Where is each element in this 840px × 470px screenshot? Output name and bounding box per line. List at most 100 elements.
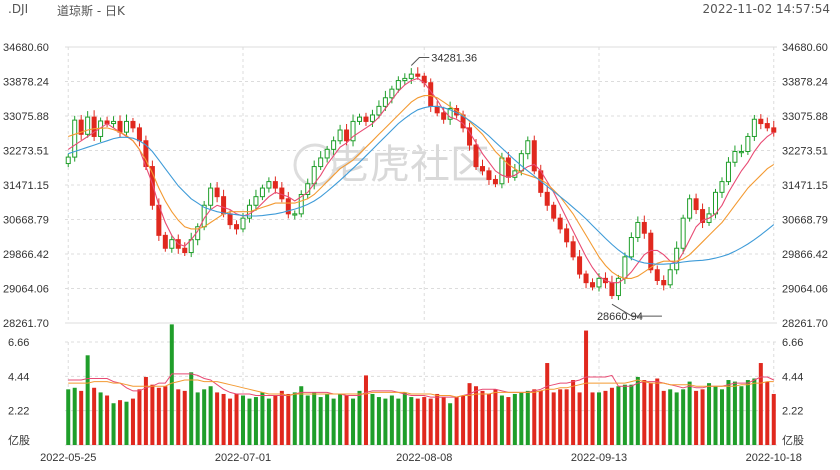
high-callout-line — [410, 57, 430, 66]
candle-down — [577, 256, 583, 275]
candle-down — [149, 166, 155, 206]
volume-bar — [474, 386, 479, 445]
candle-up — [615, 277, 621, 297]
volume-bar — [189, 372, 194, 445]
instrument-name: 道琼斯 - 日K — [57, 4, 125, 18]
candle-down — [654, 269, 660, 282]
volume-bar — [156, 387, 161, 445]
date-tick-label: 2022-09-13 — [571, 452, 627, 464]
price-tick-label-left: 29866.42 — [3, 249, 49, 261]
candle-down — [583, 273, 589, 284]
candle-down — [441, 112, 447, 120]
candle-down — [344, 129, 350, 142]
volume-bar — [480, 390, 485, 445]
volume-bar — [681, 389, 686, 445]
volume-bar — [253, 397, 258, 445]
price-tick-label-right: 28261.70 — [782, 318, 828, 330]
volume-bar — [707, 383, 712, 445]
volume-unit-right: 亿股 — [782, 434, 804, 447]
candle-down — [564, 228, 570, 243]
volume-bar — [130, 398, 135, 445]
candle-up — [350, 120, 356, 142]
volume-bar — [726, 380, 731, 445]
volume-tick-label-right: 6.66 — [782, 337, 803, 349]
volume-bar — [221, 393, 226, 445]
volume-bar — [202, 389, 207, 445]
candle-down — [609, 282, 615, 297]
volume-bar — [305, 395, 310, 445]
volume-bar — [648, 383, 653, 445]
candle-up — [259, 187, 265, 198]
candle-down — [473, 144, 479, 168]
volume-bar — [137, 389, 142, 445]
volume-bar — [732, 381, 737, 445]
volume-bar — [758, 363, 763, 445]
candle-down — [182, 247, 188, 254]
price-tick-label-left: 29064.06 — [3, 284, 49, 296]
price-tick-label-left: 30668.79 — [3, 214, 49, 226]
volume-bar — [538, 390, 543, 445]
volume-bar — [655, 378, 660, 445]
date-tick-label: 2022-08-08 — [396, 452, 452, 464]
candle-down — [590, 282, 596, 288]
date-tick-label: 2022-07-01 — [215, 452, 271, 464]
volume-bar — [486, 393, 491, 445]
candle-up — [525, 140, 531, 155]
volume-bar — [454, 397, 459, 445]
volume-bar — [72, 387, 77, 445]
watermark-logo — [293, 143, 337, 187]
volume-bar — [571, 380, 576, 445]
candle-up — [292, 213, 298, 216]
candle-up — [738, 151, 744, 154]
high-callout-label: 34281.36 — [431, 53, 477, 65]
volume-bar — [674, 392, 679, 445]
volume-bar — [338, 393, 343, 445]
volume-bar — [260, 392, 265, 445]
candle-up — [85, 116, 91, 135]
volume-bar — [493, 389, 498, 445]
price-tick-label-left: 33075.88 — [3, 111, 49, 123]
candle-up — [667, 269, 673, 286]
candle-down — [764, 123, 770, 129]
candle-down — [428, 82, 434, 107]
price-callouts: 34281.36 28660.94 — [410, 53, 662, 323]
volume-bar — [622, 384, 627, 445]
candle-up — [331, 140, 337, 150]
volume-bar — [169, 324, 174, 445]
price-tick-label-right: 30668.79 — [782, 214, 828, 226]
volume-bar — [312, 392, 317, 445]
candle-down — [363, 116, 369, 122]
volume-bar — [435, 393, 440, 445]
volume-tick-label-right: 2.22 — [782, 406, 803, 418]
candle-down — [531, 140, 537, 172]
candle-down — [279, 187, 285, 200]
volume-bar — [745, 380, 750, 445]
volume-bar — [234, 393, 239, 445]
candle-up — [719, 181, 725, 193]
volume-bar — [409, 397, 414, 445]
axis-labels: 34680.60 34680.60 33878.24 33878.24 33075.88… — [3, 42, 828, 464]
volume-bar — [318, 397, 323, 445]
volume-bar — [506, 397, 511, 445]
volume-bar — [519, 392, 524, 445]
volume-bar — [299, 386, 304, 445]
volume-bar — [687, 381, 692, 445]
candle-down — [130, 120, 136, 129]
volume-bar — [428, 398, 433, 445]
watermark: 老虎社区 — [293, 142, 490, 188]
volume-bar — [629, 384, 634, 445]
candle-up — [376, 105, 382, 116]
volume-bar — [467, 383, 472, 445]
volume-bar — [713, 386, 718, 445]
candle-down — [544, 191, 550, 206]
volume-bar — [247, 398, 252, 445]
volume-bar — [228, 398, 233, 445]
candle-down — [551, 204, 557, 219]
volume-bar — [279, 390, 284, 445]
volume-bar — [616, 386, 621, 445]
candle-down — [221, 196, 227, 215]
volume-bar — [111, 403, 116, 445]
candle-up — [596, 277, 602, 288]
candle-up — [725, 161, 731, 183]
